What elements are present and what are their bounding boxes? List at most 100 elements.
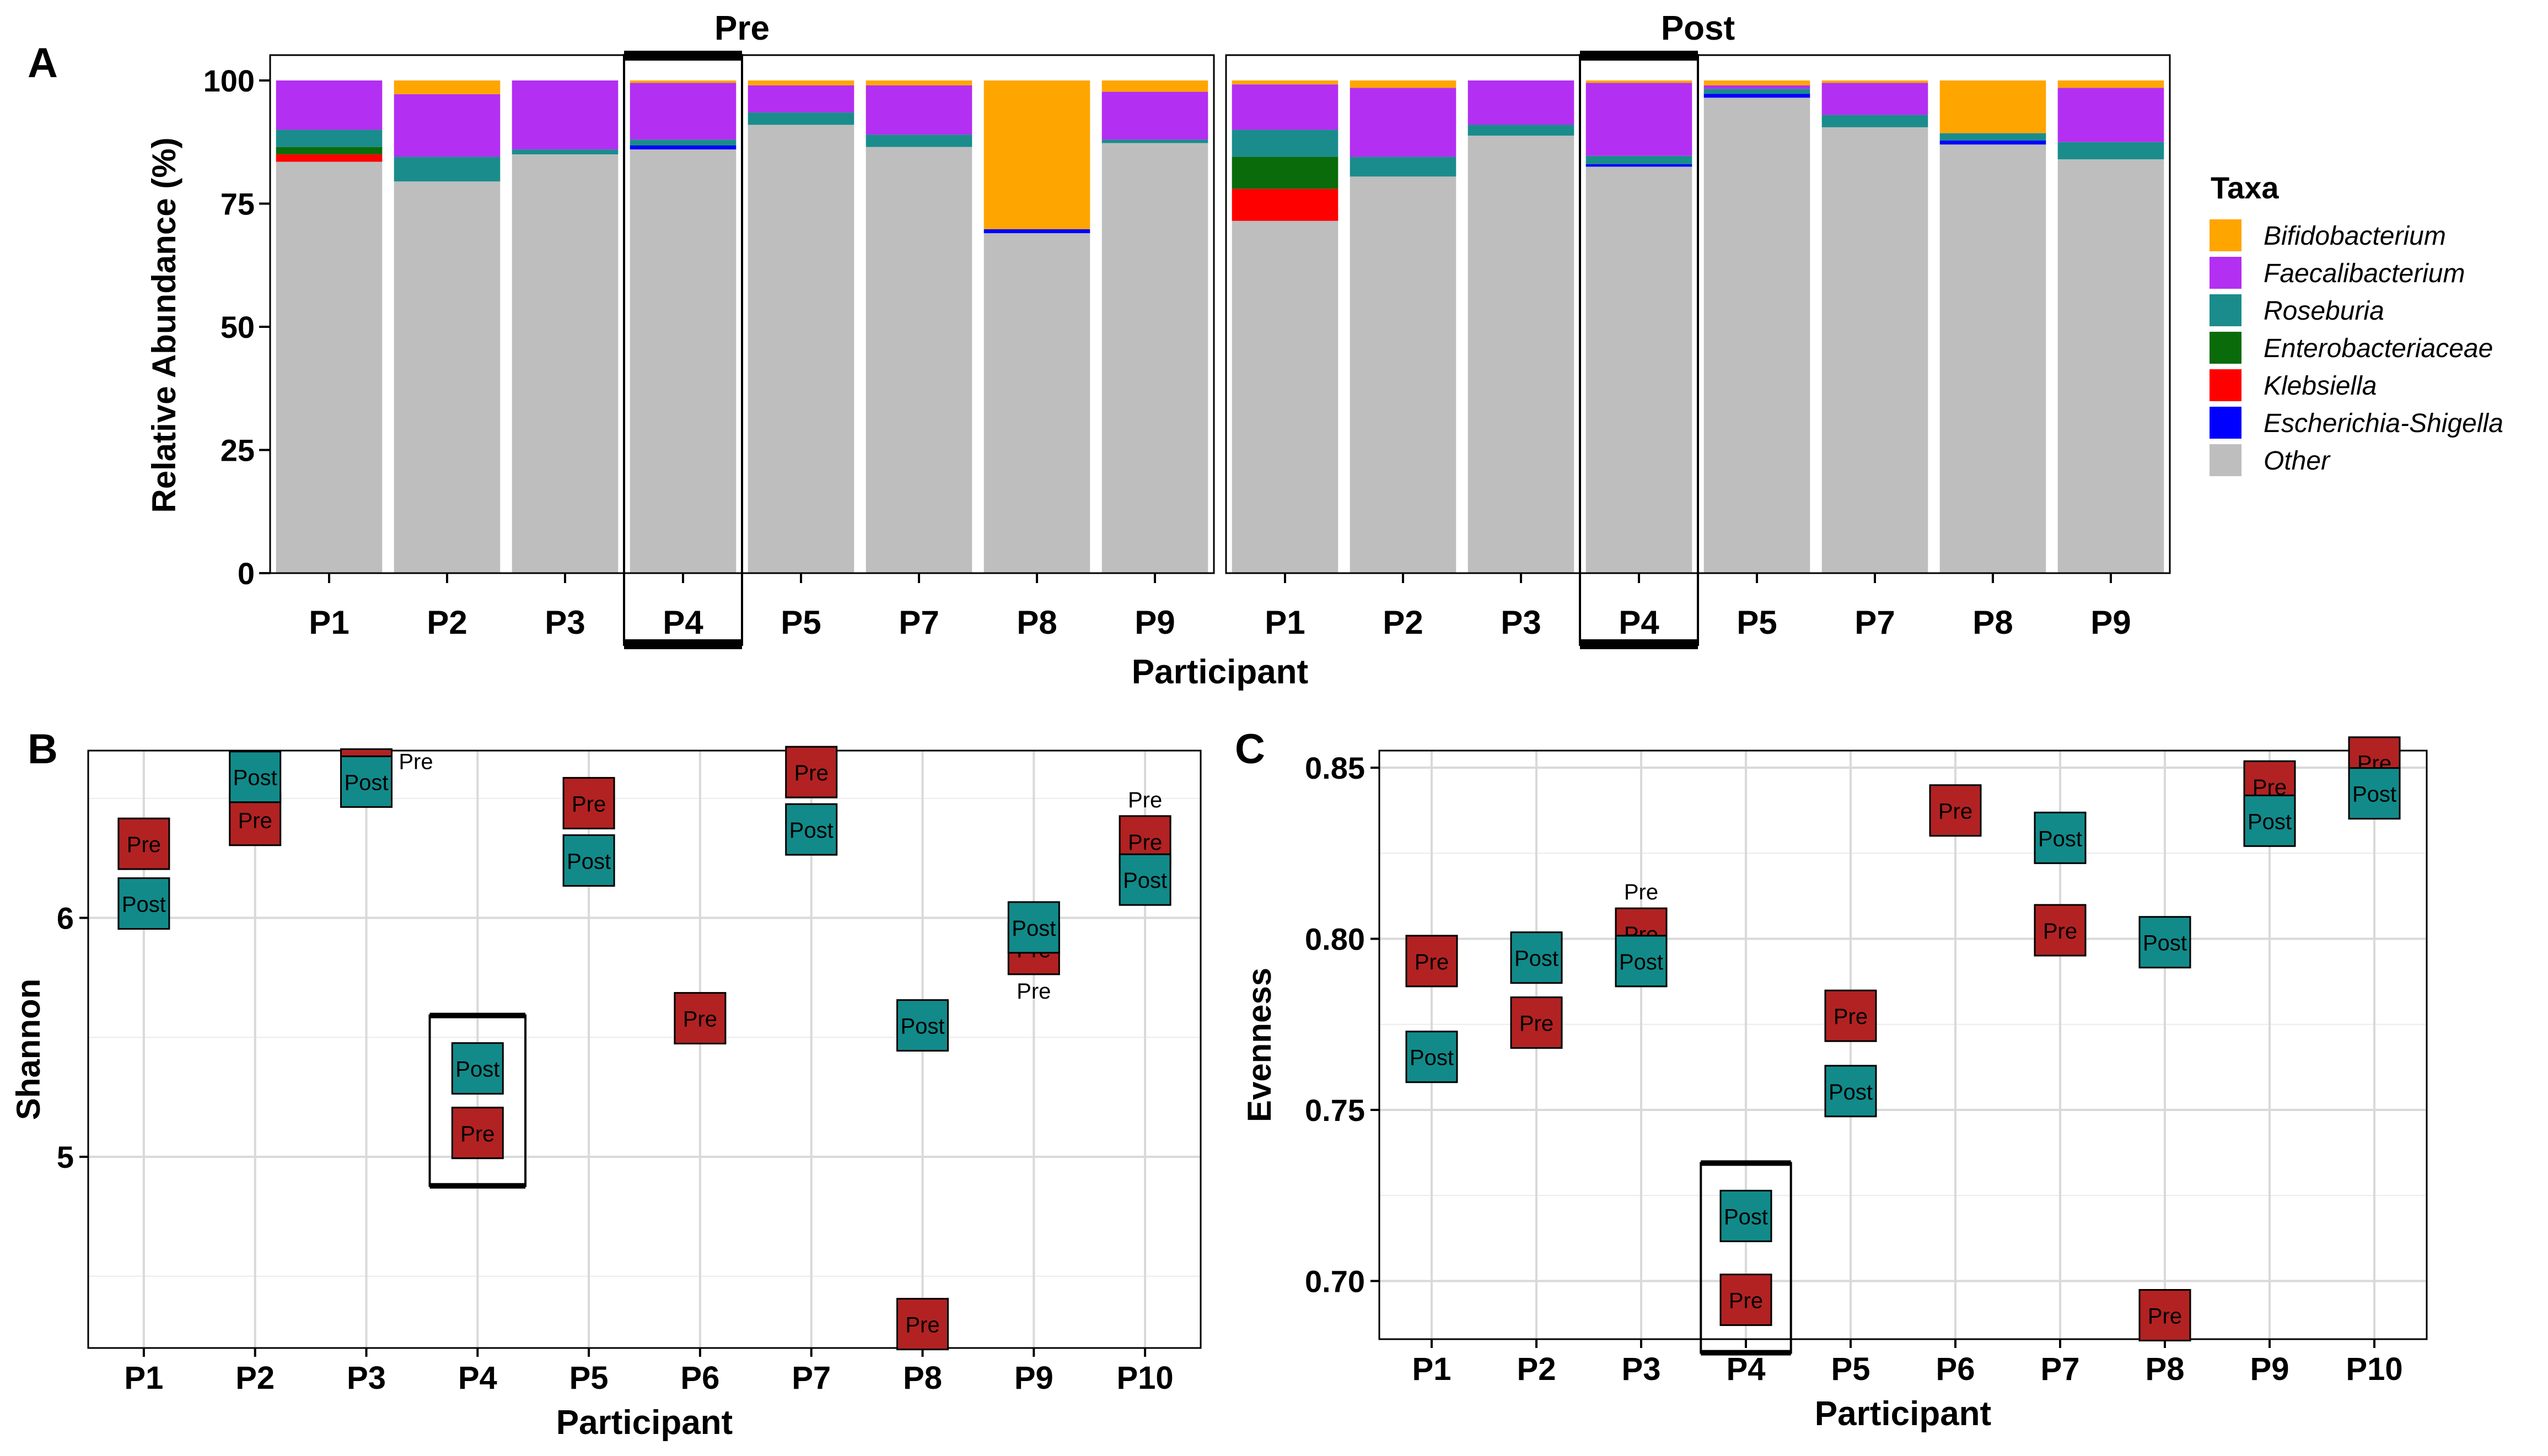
bar-pre-p7-faecalibacterium — [866, 85, 972, 135]
marker-pre-p5: Pre — [1824, 989, 1877, 1042]
marker-post-p8: Post — [896, 999, 949, 1052]
marker-post-p9: Post — [2243, 794, 2296, 847]
x-tick-label-p4: P4 — [1619, 604, 1659, 641]
marker-label: Pre — [572, 792, 606, 816]
marker-post-p4: Post — [451, 1042, 504, 1095]
facet-pre — [276, 80, 1208, 574]
y-axis-title: Relative Abundance (%) — [146, 137, 182, 513]
panel-b: B 5 6 P1 P2 P3 P4 P5 P6 P7 P8 P9 P10 Pre Pre Pre Pre Pre P… — [10, 726, 1202, 1442]
bar-post-p8-bifidobacterium — [1939, 80, 2046, 133]
legend-title: Taxa — [2211, 170, 2279, 205]
x-tick-label-p7: P7 — [792, 1360, 831, 1396]
marker-label: Post — [2352, 783, 2396, 807]
x-axis-title: Participant — [1815, 1395, 1991, 1433]
bar-post-p8-escherichia-shigella — [1939, 141, 2046, 145]
highlight-bar-bottom — [624, 639, 742, 649]
bar-pre-p2-faecalibacterium — [394, 94, 501, 157]
marker-label: Pre — [1128, 831, 1162, 855]
marker-square — [1405, 1031, 1458, 1083]
panel-label-a: A — [28, 40, 58, 87]
marker-square — [896, 999, 949, 1052]
x-tick-label-p4: P4 — [1727, 1351, 1766, 1387]
marker-square — [2034, 904, 2087, 957]
bar-post-p7-bifidobacterium — [1821, 80, 1928, 83]
marker-label: Post — [1829, 1080, 1873, 1104]
x-tick-label-p6: P6 — [1936, 1351, 1975, 1387]
marker-post-p9: Post — [1007, 901, 1060, 954]
marker-square — [1615, 935, 1668, 988]
bar-post-p9-bifidobacterium — [2057, 80, 2164, 88]
x-tick-label-p3: P3 — [1501, 604, 1541, 641]
marker-square — [1007, 901, 1060, 954]
bar-pre-p2-other — [394, 181, 501, 573]
marker-label: Post — [122, 893, 166, 917]
y-tick-label: 0.70 — [1305, 1264, 1365, 1298]
bar-pre-p3-faecalibacterium — [512, 80, 619, 150]
marker-label: Post — [344, 770, 388, 795]
bar-post-p8-roseburia — [1939, 133, 2046, 141]
x-tick-label-p2: P2 — [1517, 1351, 1556, 1387]
marker-post-p8: Post — [2138, 916, 2191, 969]
bar-post-p1-faecalibacterium — [1232, 84, 1338, 130]
x-tick-label-p1: P1 — [1412, 1351, 1452, 1387]
x-tick-label-p4: P4 — [458, 1360, 497, 1396]
highlight-bar-top — [1701, 1160, 1791, 1166]
marker-label: Pre — [460, 1122, 494, 1146]
legend-swatch-klebsiella — [2210, 369, 2241, 401]
marker-label: Pre — [127, 833, 161, 857]
highlight-bar-top — [429, 1012, 526, 1018]
marker-square — [1719, 1274, 1772, 1326]
y-tick-label: 50 — [221, 310, 255, 344]
marker-label: Post — [233, 766, 277, 790]
bar-pre-p5-roseburia — [748, 112, 854, 125]
legend-swatch-faecalibacterium — [2210, 257, 2241, 289]
bar-post-p8-other — [1939, 144, 2046, 574]
highlight-bar-top — [624, 51, 742, 61]
bar-pre-p4-escherichia-shigella — [630, 145, 737, 150]
y-tick-label: 25 — [221, 433, 255, 468]
x-tick-label-p10: P10 — [2346, 1351, 2402, 1387]
marker-post-p3: Post — [340, 755, 393, 808]
marker-square — [2138, 1289, 2191, 1342]
x-tick-label-p8: P8 — [903, 1360, 942, 1396]
legend-swatch-other — [2210, 444, 2241, 476]
marker-post-p5: Post — [1824, 1065, 1877, 1118]
legend-swatch-enterobacteriaceae — [2210, 332, 2241, 364]
x-tick-label-p10: P10 — [1116, 1360, 1173, 1396]
bar-post-p2-other — [1350, 176, 1456, 574]
marker-label: Pre — [1519, 1012, 1553, 1036]
marker-label: Post — [1724, 1205, 1768, 1229]
bar-post-p1-roseburia — [1232, 130, 1338, 157]
marker-square — [1824, 989, 1877, 1042]
marker-pre-p1: Pre — [1405, 935, 1458, 988]
marker-square — [451, 1042, 504, 1095]
x-tick-label-p7: P7 — [1854, 604, 1895, 641]
bar-post-p2-faecalibacterium — [1350, 88, 1456, 157]
marker-pre-p7: Pre — [785, 746, 838, 799]
bar-post-p4-escherichia-shigella — [1585, 164, 1692, 167]
bar-post-p4-faecalibacterium — [1585, 83, 1692, 156]
marker-pre-p6: Pre — [674, 992, 727, 1045]
x-tick-label-p5: P5 — [1831, 1351, 1870, 1387]
x-tick-label-p2: P2 — [235, 1360, 275, 1396]
marker-post-p1: Post — [117, 877, 170, 930]
bar-post-p4-bifidobacterium — [1585, 80, 1692, 83]
y-tick-label: 0.75 — [1305, 1093, 1365, 1128]
bar-post-p9-roseburia — [2057, 142, 2164, 160]
marker-post-p7: Post — [785, 803, 838, 856]
y-tick-label: 6 — [57, 901, 74, 936]
plot-border — [1378, 749, 2428, 1340]
marker-post-p10: Post — [2348, 767, 2401, 820]
x-tick-label-p7: P7 — [2041, 1351, 2080, 1387]
bar-pre-p9-faecalibacterium — [1101, 91, 1208, 140]
marker-square — [785, 746, 838, 799]
marker-pre-p8: Pre — [896, 1298, 949, 1351]
bar-pre-p9-bifidobacterium — [1101, 80, 1208, 92]
bar-post-p5-escherichia-shigella — [1703, 94, 1810, 98]
bar-pre-p5-faecalibacterium — [748, 85, 854, 113]
legend-swatch-bifidobacterium — [2210, 219, 2241, 251]
bar-pre-p9-roseburia — [1101, 139, 1208, 143]
marker-square — [2138, 916, 2191, 969]
bar-pre-p4-faecalibacterium — [630, 83, 737, 140]
